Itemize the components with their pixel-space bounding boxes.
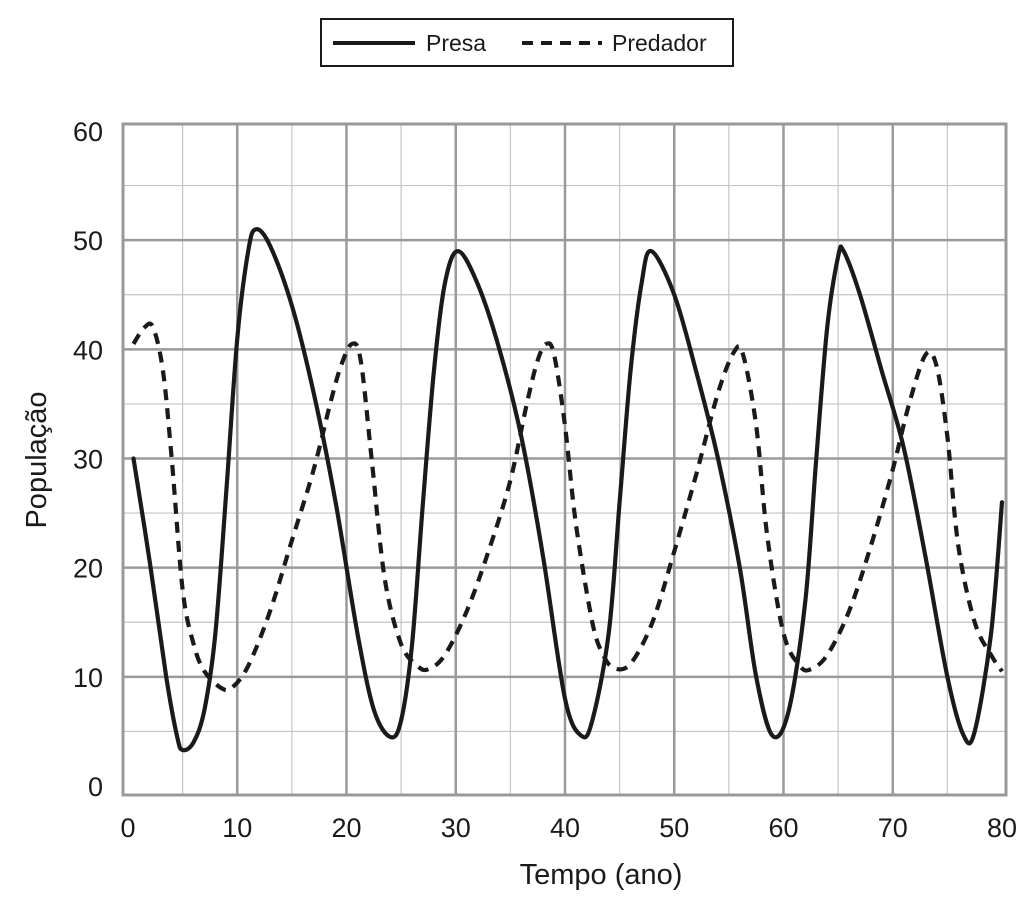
y-tick-label: 0	[88, 772, 103, 802]
y-tick-label: 60	[73, 117, 103, 147]
plot-frame	[121, 122, 1008, 797]
y-tick-label: 50	[73, 226, 103, 256]
grid	[123, 124, 1006, 795]
y-tick-label: 30	[73, 445, 103, 475]
series-line-presa	[131, 227, 1005, 753]
x-tick-label: 40	[550, 813, 580, 843]
legend-label-predador: Predador	[612, 30, 707, 56]
y-tick-label: 20	[73, 554, 103, 584]
x-tick-label: 30	[441, 813, 471, 843]
y-tick-label: 40	[73, 335, 103, 365]
y-axis-label: População	[21, 391, 53, 528]
y-tick-label: 10	[73, 663, 103, 693]
legend-label-presa: Presa	[426, 30, 486, 56]
y-axis-ticks: 0 10 20 30 40 50 60	[73, 117, 103, 802]
legend: Presa Predador	[320, 18, 734, 67]
x-tick-label: 70	[878, 813, 908, 843]
series-line-predador	[131, 321, 1004, 693]
x-tick-label: 50	[659, 813, 689, 843]
x-tick-label: 80	[987, 813, 1017, 843]
x-tick-label: 0	[120, 813, 135, 843]
x-tick-label: 10	[222, 813, 252, 843]
x-tick-label: 20	[331, 813, 361, 843]
x-axis-label: Tempo (ano)	[520, 859, 683, 891]
x-axis-ticks: 0 10 20 30 40 50 60 70 80	[120, 813, 1017, 843]
series-layer	[131, 227, 1005, 753]
x-tick-label: 60	[768, 813, 798, 843]
